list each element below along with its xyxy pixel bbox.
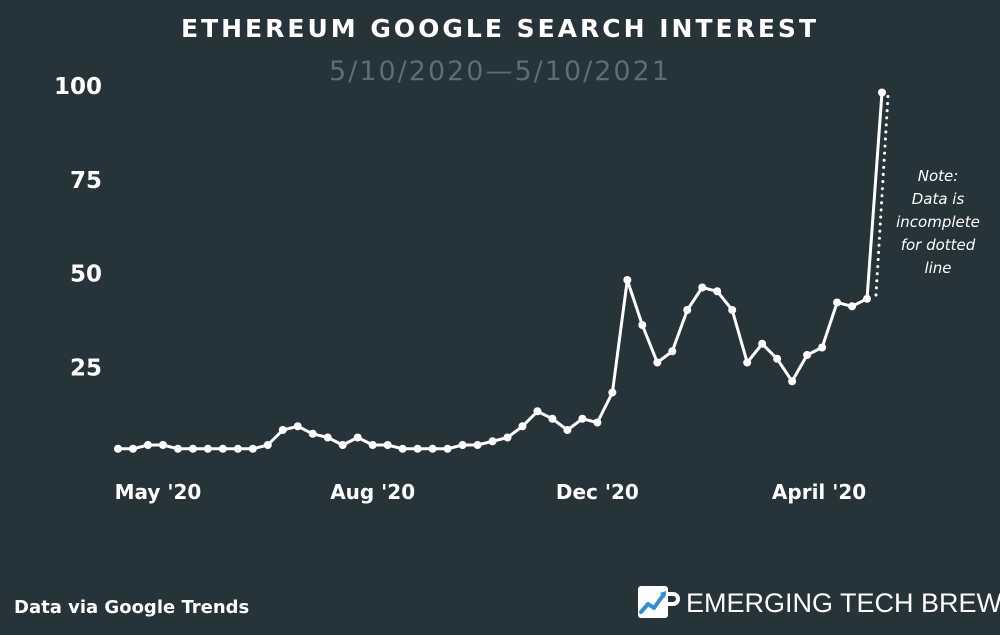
data-point <box>563 426 572 434</box>
series-line <box>116 91 884 451</box>
data-point <box>833 298 842 307</box>
data-point <box>683 306 692 314</box>
x-axis-ticks: May '20 Aug '20 Dec '20 April '20 <box>115 480 867 504</box>
data-point <box>353 433 362 442</box>
note-line-2: Data is <box>912 190 965 208</box>
data-point <box>188 444 197 453</box>
x-tick-label: April '20 <box>772 480 866 504</box>
note-line-1: Note: <box>918 167 959 185</box>
data-point <box>743 358 752 367</box>
data-point <box>293 422 302 431</box>
data-point <box>623 276 632 284</box>
data-point <box>203 444 212 453</box>
data-point <box>218 444 227 453</box>
data-source-label: Data via Google Trends <box>14 597 250 618</box>
data-point <box>503 433 512 442</box>
data-point <box>863 294 872 303</box>
incomplete-data-dotted-line <box>874 94 890 297</box>
note-line-3: incomplete <box>896 213 980 231</box>
brand-logo: EMERGING TECH BREW <box>634 580 1000 624</box>
y-axis-ticks: 25 50 75 100 <box>54 74 102 381</box>
chart-title: ETHEREUM GOOGLE SEARCH INTEREST <box>181 14 819 43</box>
x-tick-label: Aug '20 <box>330 480 415 504</box>
data-point <box>593 418 602 427</box>
data-point <box>803 351 812 359</box>
data-point <box>158 441 167 449</box>
brand-name: EMERGING TECH BREW <box>686 588 1000 618</box>
data-point <box>143 441 152 449</box>
y-tick-label: 50 <box>70 262 102 288</box>
data-point <box>818 343 827 352</box>
data-point <box>668 347 677 356</box>
data-point <box>173 444 182 453</box>
y-tick-label: 25 <box>70 355 102 381</box>
series-points <box>114 88 886 453</box>
note-line-5: line <box>924 259 951 277</box>
data-point <box>848 302 857 311</box>
data-point <box>638 321 647 329</box>
data-point <box>758 339 767 348</box>
data-point <box>488 437 497 446</box>
note-line-4: for dotted <box>901 236 976 254</box>
data-point <box>383 441 392 449</box>
data-point <box>248 444 257 453</box>
data-point <box>278 426 287 434</box>
data-point <box>458 441 467 449</box>
data-point <box>608 388 617 397</box>
data-point <box>413 444 422 453</box>
data-point <box>114 444 122 453</box>
data-point <box>263 441 272 449</box>
data-point <box>518 422 527 431</box>
data-point <box>578 414 587 423</box>
data-point <box>428 444 437 453</box>
data-point <box>308 429 317 438</box>
data-point <box>443 444 452 453</box>
data-point <box>773 354 782 363</box>
data-point <box>338 441 347 449</box>
data-point <box>473 441 482 449</box>
x-tick-label: May '20 <box>115 480 202 504</box>
data-point <box>533 407 542 416</box>
y-tick-label: 100 <box>54 74 102 100</box>
x-tick-label: Dec '20 <box>556 480 639 504</box>
data-point <box>323 433 332 442</box>
data-point <box>368 441 377 449</box>
data-point <box>548 414 557 423</box>
data-point <box>128 444 137 453</box>
data-point <box>233 444 242 453</box>
data-point <box>713 287 722 296</box>
data-point <box>653 358 662 367</box>
data-point <box>878 88 886 97</box>
data-point <box>788 377 797 386</box>
y-tick-label: 75 <box>70 168 102 194</box>
data-point <box>728 306 737 314</box>
chart-subtitle: 5/10/2020—5/10/2021 <box>329 56 671 87</box>
data-point <box>698 283 707 292</box>
data-point <box>398 444 407 453</box>
coffee-mug-chart-icon <box>638 586 680 618</box>
